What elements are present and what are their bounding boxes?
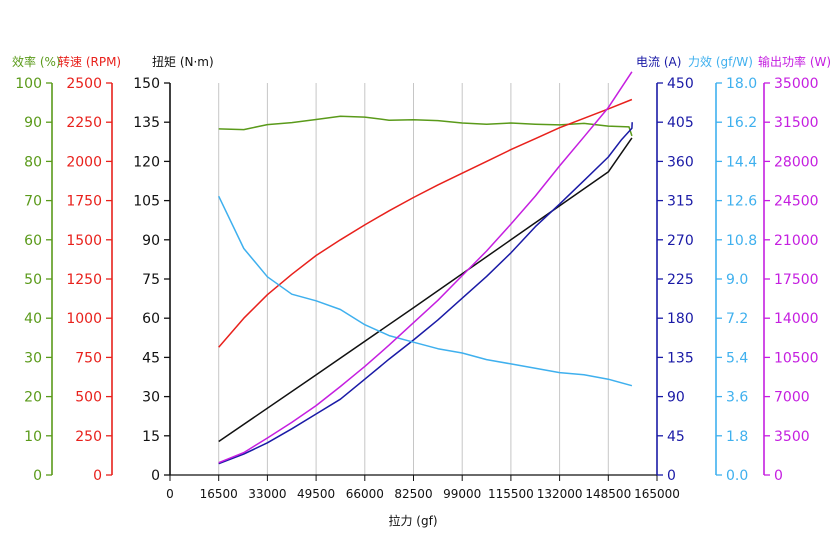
y-tick-label-torque: 15 (142, 429, 160, 445)
x-tick-label: 82500 (394, 487, 432, 501)
x-tick-label: 66000 (346, 487, 384, 501)
y-tick-label-force: 14.4 (726, 154, 757, 170)
y-tick-label-force: 7.2 (726, 311, 748, 327)
y-tick-label-cur: 45 (667, 429, 685, 445)
y-tick-label-force: 1.8 (726, 429, 748, 445)
y-tick-label-torque: 90 (142, 233, 160, 249)
y-tick-label-rpm: 1500 (66, 233, 102, 249)
y-tick-label-force: 9.0 (726, 272, 748, 288)
y-tick-label-power: 28000 (774, 154, 819, 170)
axes: 0 16500 33000 49500 66000 82500 99000 115500 132… (12, 54, 831, 501)
y-tick-label-eff: 60 (24, 233, 42, 249)
y-tick-label-rpm: 750 (75, 350, 102, 366)
y-axis-title-power: 输出功率 (W) (758, 54, 831, 69)
y-tick-label-eff: 40 (24, 311, 42, 327)
y-tick-label-power: 7000 (774, 390, 810, 406)
y-tick-label-torque: 60 (142, 311, 160, 327)
y-tick-label-torque: 135 (133, 115, 160, 131)
y-axis-title-torque: 扭矩 (N·m) (152, 55, 214, 69)
y-tick-label-cur: 405 (667, 115, 694, 131)
y-tick-label-force: 10.8 (726, 233, 757, 249)
y-tick-label-rpm: 0 (93, 468, 102, 484)
y-tick-label-power: 14000 (774, 311, 819, 327)
y-tick-label-eff: 100 (15, 76, 42, 92)
y-tick-label-rpm: 1000 (66, 311, 102, 327)
y-tick-label-cur: 360 (667, 154, 694, 170)
y-tick-label-eff: 30 (24, 350, 42, 366)
y-tick-label-cur: 90 (667, 390, 685, 406)
y-tick-label-rpm: 2500 (66, 76, 102, 92)
y-tick-label-power: 10500 (774, 350, 819, 366)
series-line-cur (218, 122, 633, 465)
y-tick-label-power: 0 (774, 468, 783, 484)
y-tick-label-cur: 0 (667, 468, 676, 484)
y-tick-label-rpm: 1250 (66, 272, 102, 288)
y-axis-title-eff: 效率 (%) (12, 54, 61, 69)
y-tick-label-eff: 50 (24, 272, 42, 288)
x-tick-label: 16500 (200, 487, 238, 501)
y-tick-label-eff: 20 (24, 390, 42, 406)
y-tick-label-torque: 30 (142, 390, 160, 406)
y-axis-title-force: 力效 (gf/W) (688, 54, 753, 69)
y-tick-label-cur: 450 (667, 76, 694, 92)
y-tick-label-power: 24500 (774, 194, 819, 210)
y-tick-label-power: 17500 (774, 272, 819, 288)
series-line-force (218, 195, 633, 387)
x-tick-label: 0 (166, 487, 174, 501)
y-tick-label-cur: 315 (667, 194, 694, 210)
series-line-power (218, 71, 633, 464)
x-tick-label: 115500 (488, 487, 534, 501)
y-axis-title-cur: 电流 (A) (636, 55, 681, 69)
y-tick-label-torque: 105 (133, 194, 160, 210)
y-tick-label-rpm: 2250 (66, 115, 102, 131)
y-tick-label-force: 12.6 (726, 194, 757, 210)
y-tick-label-force: 0.0 (726, 468, 748, 484)
series-line-torque (218, 137, 633, 443)
series-line-eff (218, 115, 633, 137)
y-tick-label-force: 16.2 (726, 115, 757, 131)
grid (218, 83, 658, 475)
y-tick-label-rpm: 1750 (66, 194, 102, 210)
y-tick-label-torque: 150 (133, 76, 160, 92)
y-tick-label-torque: 120 (133, 154, 160, 170)
x-tick-label: 148500 (585, 487, 631, 501)
y-axis-title-rpm: 转速 (RPM) (58, 54, 121, 69)
y-tick-label-cur: 180 (667, 311, 694, 327)
y-tick-label-eff: 0 (33, 468, 42, 484)
y-tick-label-rpm: 250 (75, 429, 102, 445)
y-tick-label-cur: 135 (667, 350, 694, 366)
y-tick-label-torque: 45 (142, 350, 160, 366)
y-tick-label-force: 5.4 (726, 350, 748, 366)
y-tick-label-power: 35000 (774, 76, 819, 92)
series-line-rpm (218, 98, 633, 348)
y-tick-label-eff: 80 (24, 154, 42, 170)
y-tick-label-rpm: 2000 (66, 154, 102, 170)
x-tick-label: 99000 (443, 487, 481, 501)
x-tick-label: 33000 (248, 487, 286, 501)
y-tick-label-power: 31500 (774, 115, 819, 131)
x-tick-label: 165000 (634, 487, 680, 501)
y-tick-label-eff: 70 (24, 194, 42, 210)
y-tick-label-cur: 225 (667, 272, 694, 288)
x-axis-label: 拉力 (gf) (388, 513, 437, 528)
y-tick-label-force: 3.6 (726, 390, 748, 406)
x-tick-label: 49500 (297, 487, 335, 501)
y-tick-label-eff: 10 (24, 429, 42, 445)
y-tick-label-power: 3500 (774, 429, 810, 445)
y-tick-label-cur: 270 (667, 233, 694, 249)
series-lines (218, 71, 633, 465)
x-tick-label: 132000 (537, 487, 583, 501)
y-tick-label-power: 21000 (774, 233, 819, 249)
y-tick-label-torque: 0 (151, 468, 160, 484)
y-tick-label-rpm: 500 (75, 390, 102, 406)
y-tick-label-force: 18.0 (726, 76, 757, 92)
y-tick-label-eff: 90 (24, 115, 42, 131)
y-tick-label-torque: 75 (142, 272, 160, 288)
